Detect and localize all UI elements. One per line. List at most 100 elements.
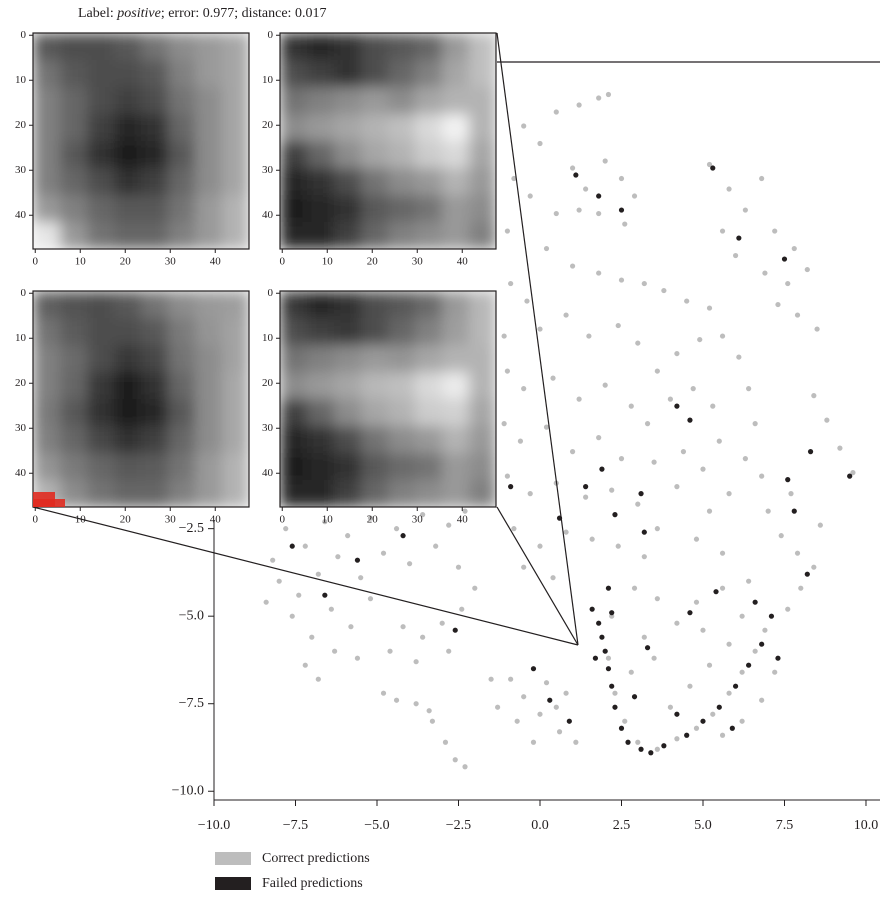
inset-x-tick-label: 20 (367, 256, 379, 268)
data-point (726, 491, 732, 497)
image-cell (334, 345, 362, 373)
data-point (693, 536, 700, 542)
image-cell (469, 426, 496, 454)
inset-y-tick-label: 10 (262, 74, 274, 86)
data-point (687, 417, 693, 423)
image-cell (114, 480, 142, 507)
image-cell (87, 399, 115, 427)
image-cell (388, 453, 416, 481)
image-cell (442, 399, 470, 427)
image-cell (114, 195, 142, 223)
image-cell (222, 480, 249, 507)
image-cell (114, 60, 142, 88)
inset-y-tick-label: 30 (15, 422, 27, 434)
data-point (762, 270, 768, 276)
image-cell (168, 222, 196, 249)
image-cell (307, 291, 335, 319)
legend-swatch (215, 852, 251, 865)
inset-x-tick-label: 10 (75, 256, 87, 268)
image-cell (469, 60, 496, 88)
data-point (710, 711, 716, 717)
data-point (530, 739, 537, 745)
data-point (309, 634, 315, 640)
y-tick-label: −10.0 (172, 783, 204, 798)
image-cell (33, 33, 61, 61)
x-tick-label: −2.5 (446, 818, 471, 833)
data-point (742, 456, 748, 462)
image-cell (114, 399, 142, 427)
data-point (635, 501, 641, 507)
data-point (612, 512, 618, 518)
data-point (775, 301, 781, 308)
image-cell (222, 114, 249, 142)
title-part: ; error: 0.977; distance: 0.017 (161, 6, 327, 21)
legend-label: Correct predictions (262, 851, 370, 866)
data-point (635, 739, 641, 745)
image-cell (87, 87, 115, 115)
image-cell (33, 291, 61, 319)
image-cell (361, 195, 389, 223)
inset-x-tick-label: 10 (75, 514, 87, 526)
image-cell (307, 87, 335, 115)
x-tick-label: 2.5 (613, 818, 631, 833)
data-point (380, 550, 387, 556)
image-cell (168, 195, 196, 223)
data-point (719, 333, 726, 339)
data-point (501, 333, 507, 339)
image-cell (114, 345, 142, 373)
data-point (393, 526, 400, 532)
legend: Correct predictions Failed predictions (215, 851, 370, 891)
data-point (713, 589, 719, 595)
image-cell (33, 168, 61, 196)
image-cell (280, 291, 308, 319)
data-point (752, 599, 758, 605)
data-point (804, 571, 810, 577)
image-cell (87, 372, 115, 400)
inset-x-tick-label: 20 (120, 256, 132, 268)
x-tick-label: 0.0 (531, 818, 549, 833)
image-cell (442, 114, 470, 142)
data-point (746, 386, 752, 392)
image-cell (280, 114, 308, 142)
image-cell (442, 168, 470, 196)
data-point (508, 676, 514, 682)
inset-image: 0 0 10 10 20 20 30 30 40 40 (262, 29, 497, 268)
y-tick-label: −2.5 (179, 521, 204, 536)
data-point (547, 697, 553, 703)
data-point (759, 641, 765, 647)
data-point (785, 280, 791, 287)
image-cell (415, 318, 443, 346)
image-cell (280, 141, 308, 169)
image-cell (87, 141, 115, 169)
data-point (543, 424, 550, 430)
data-point (690, 386, 696, 392)
image-cell (168, 168, 196, 196)
inset-x-tick-label: 20 (367, 514, 379, 526)
inset-x-tick-label: 20 (120, 514, 132, 526)
image-cell (141, 345, 169, 373)
image-cell (361, 141, 389, 169)
data-point (508, 280, 514, 287)
image-cell (307, 141, 335, 169)
data-point (785, 477, 791, 483)
image-clip (33, 291, 249, 507)
image-cell (222, 399, 249, 427)
data-point (420, 634, 426, 640)
image-cell (87, 426, 115, 454)
image-cell (469, 399, 496, 427)
image-cell (141, 60, 169, 88)
image-cell (60, 399, 88, 427)
image-cell (334, 222, 362, 249)
image-cell (442, 87, 470, 115)
data-point (804, 266, 810, 273)
image-cell (334, 114, 362, 142)
image-cell (141, 480, 169, 507)
image-cell (33, 195, 61, 223)
data-point (276, 578, 282, 584)
image-cell (222, 426, 249, 454)
data-point (504, 473, 510, 479)
image-cell (222, 318, 249, 346)
data-point (433, 543, 439, 549)
image-cell (469, 318, 496, 346)
inset-y-tick-label: 20 (262, 119, 274, 131)
